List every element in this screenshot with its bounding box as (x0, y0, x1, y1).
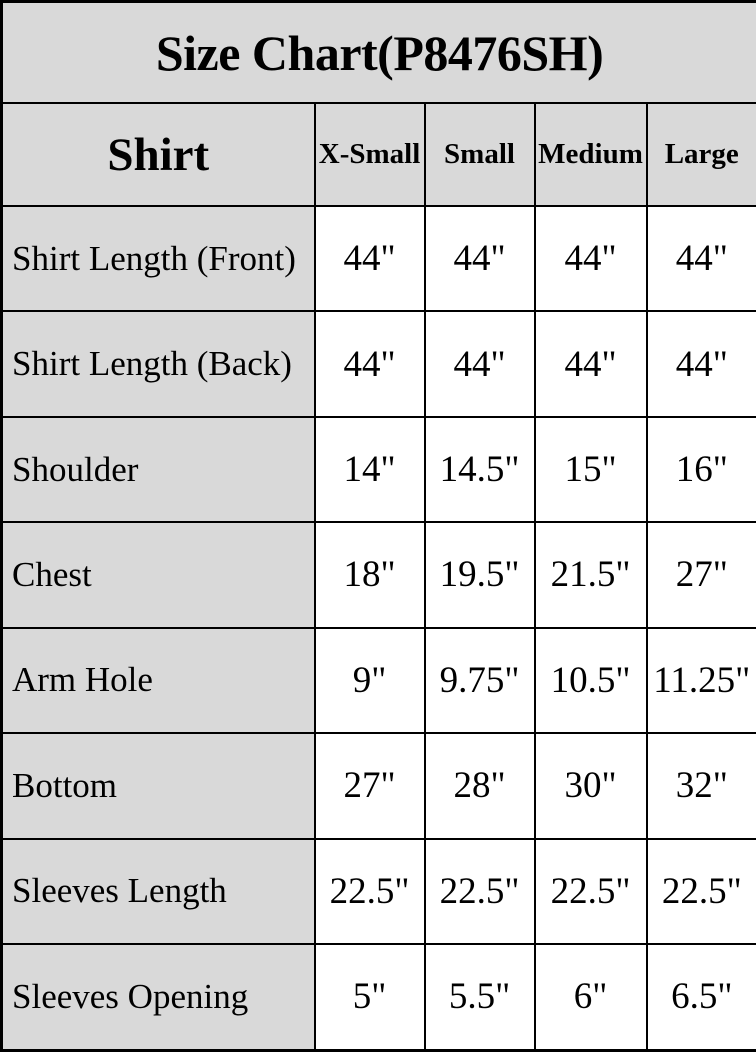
header-row: Shirt X-Small Small Medium Large (0, 102, 756, 207)
size-value-cell: 15" (533, 415, 648, 524)
row-label: Shoulder (0, 415, 316, 524)
size-value-cell: 32" (645, 732, 756, 840)
table-row-arm-hole: Arm Hole 9" 9.75" 10.5" 11.25" (0, 626, 756, 735)
size-value-cell: 9" (313, 626, 426, 735)
row-label: Sleeves Length (0, 837, 316, 945)
size-value-cell: 14.5" (423, 415, 536, 524)
row-label: Shirt Length (Back) (0, 310, 316, 418)
row-label: Bottom (0, 732, 316, 840)
table-row-bottom: Bottom 27" 28" 30" 32" (0, 732, 756, 840)
row-label: Chest (0, 521, 316, 629)
size-value-cell: 21.5" (533, 521, 648, 629)
column-header-large: Large (645, 102, 756, 207)
size-value-cell: 16" (645, 415, 756, 524)
size-value-cell: 5.5" (423, 942, 536, 1052)
size-value-cell: 44" (313, 310, 426, 418)
row-label: Sleeves Opening (0, 942, 316, 1052)
size-value-cell: 9.75" (423, 626, 536, 735)
size-value-cell: 44" (645, 204, 756, 313)
size-value-cell: 28" (423, 732, 536, 840)
size-value-cell: 19.5" (423, 521, 536, 629)
table-row-shoulder: Shoulder 14" 14.5" 15" 16" (0, 415, 756, 524)
size-value-cell: 22.5" (423, 837, 536, 945)
size-value-cell: 18" (313, 521, 426, 629)
column-header-small: Small (423, 102, 536, 207)
size-value-cell: 5" (313, 942, 426, 1052)
size-value-cell: 11.25" (645, 626, 756, 735)
table-row-shirt-length-front: Shirt Length (Front) 44" 44" 44" 44" (0, 204, 756, 313)
size-value-cell: 27" (313, 732, 426, 840)
size-value-cell: 6.5" (645, 942, 756, 1052)
size-value-cell: 27" (645, 521, 756, 629)
column-header-x-small: X-Small (313, 102, 426, 207)
table-row-shirt-length-back: Shirt Length (Back) 44" 44" 44" 44" (0, 310, 756, 418)
size-value-cell: 22.5" (645, 837, 756, 945)
table-row-sleeves-length: Sleeves Length 22.5" 22.5" 22.5" 22.5" (0, 837, 756, 945)
table-row-chest: Chest 18" 19.5" 21.5" 27" (0, 521, 756, 629)
size-chart-title: Size Chart(P8476SH) (0, 0, 756, 104)
size-value-cell: 6" (533, 942, 648, 1052)
column-header-medium: Medium (533, 102, 648, 207)
row-label: Shirt Length (Front) (0, 204, 316, 313)
size-value-cell: 22.5" (533, 837, 648, 945)
size-value-cell: 14" (313, 415, 426, 524)
corner-header-shirt: Shirt (0, 102, 316, 207)
size-value-cell: 44" (533, 204, 648, 313)
table-row-sleeves-opening: Sleeves Opening 5" 5.5" 6" 6.5" (0, 942, 756, 1052)
size-value-cell: 22.5" (313, 837, 426, 945)
size-value-cell: 10.5" (533, 626, 648, 735)
size-value-cell: 30" (533, 732, 648, 840)
row-label: Arm Hole (0, 626, 316, 735)
size-value-cell: 44" (423, 310, 536, 418)
size-value-cell: 44" (313, 204, 426, 313)
title-row: Size Chart(P8476SH) (0, 0, 756, 104)
size-value-cell: 44" (423, 204, 536, 313)
size-value-cell: 44" (533, 310, 648, 418)
size-value-cell: 44" (645, 310, 756, 418)
